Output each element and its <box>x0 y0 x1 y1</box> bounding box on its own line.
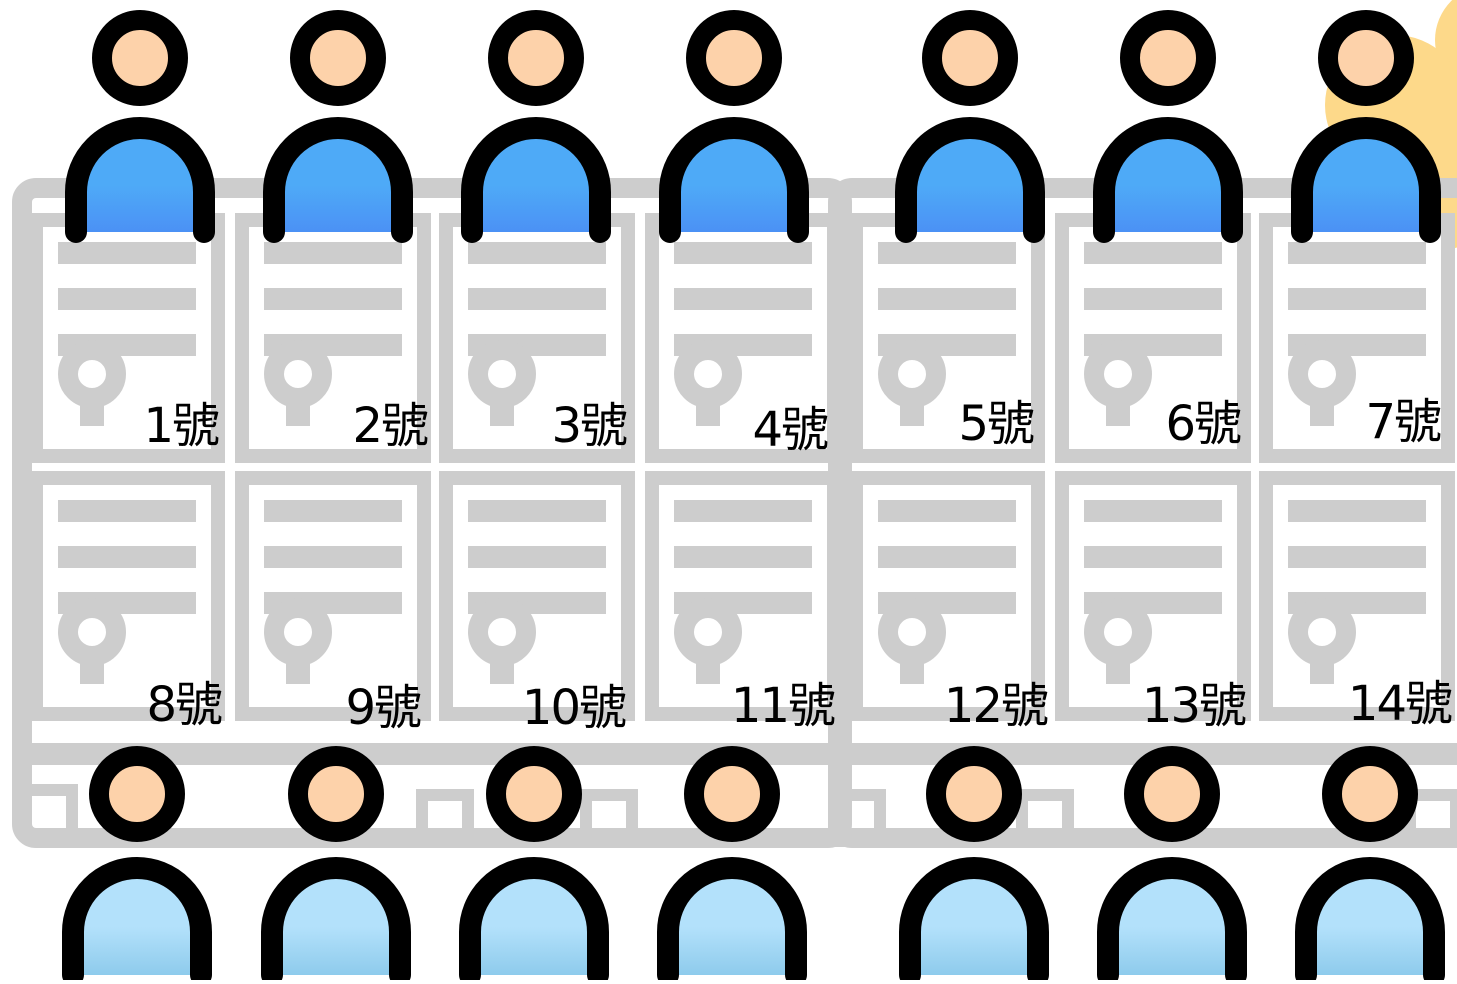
locker-door <box>29 213 225 463</box>
locker-door <box>439 471 635 721</box>
person-icon-bottom-7 <box>1295 746 1445 984</box>
person-icon-bottom-6 <box>1097 746 1247 984</box>
locker-vent-bar <box>674 546 812 568</box>
locker-label-1: 1號 <box>143 398 220 454</box>
locker-label-4: 4號 <box>752 402 829 458</box>
locker-label-14: 14號 <box>1347 676 1453 732</box>
cabinet-foot <box>20 784 78 842</box>
locker-door <box>439 213 635 463</box>
person-icon-bottom-3 <box>459 746 609 984</box>
person-icon-top-6 <box>1093 10 1243 243</box>
cabinet-foot <box>1016 789 1074 847</box>
locker-door <box>1055 213 1251 463</box>
locker-vent-bar <box>468 500 606 522</box>
locker-label-5: 5號 <box>958 396 1035 452</box>
lock-icon <box>878 340 946 426</box>
locker-vent-bar <box>1084 242 1222 264</box>
lock-icon <box>674 340 742 426</box>
locker-vent-bar <box>674 288 812 310</box>
person-icon-top-2 <box>263 10 413 243</box>
locker-label-12: 12號 <box>943 678 1049 734</box>
locker-vent-bar <box>1288 288 1426 310</box>
locker-vent-bar <box>58 288 196 310</box>
person-icon-bottom-1 <box>62 746 212 984</box>
person-icon-top-1 <box>65 10 215 243</box>
locker-label-2: 2號 <box>352 398 429 454</box>
locker-vent-bar <box>1084 500 1222 522</box>
locker-vent-bar <box>674 500 812 522</box>
locker-vent-bar <box>264 242 402 264</box>
locker-label-7: 7號 <box>1365 394 1442 450</box>
person-icon-bottom-4 <box>657 746 807 984</box>
locker-label-3: 3號 <box>551 398 628 454</box>
lock-icon <box>1288 598 1356 684</box>
person-icon-top-7 <box>1291 10 1441 243</box>
locker-label-9: 9號 <box>345 680 422 736</box>
cabinet-foot <box>828 789 886 847</box>
locker-door <box>849 471 1045 721</box>
locker-vent-bar <box>1084 546 1222 568</box>
person-icon-bottom-2 <box>261 746 411 984</box>
lock-icon <box>1084 598 1152 684</box>
locker-door <box>1055 471 1251 721</box>
person-icon-top-4 <box>659 10 809 243</box>
locker-vent-bar <box>468 288 606 310</box>
locker-door <box>29 471 225 721</box>
locker-vent-bar <box>878 288 1016 310</box>
locker-door <box>1259 471 1455 721</box>
locker-vent-bar <box>58 500 196 522</box>
locker-vent-bar <box>1084 288 1222 310</box>
lock-icon <box>58 340 126 426</box>
locker-door <box>645 213 841 463</box>
locker-vent-bar <box>264 500 402 522</box>
locker-door <box>235 471 431 721</box>
lock-icon <box>1084 340 1152 426</box>
person-icon-top-3 <box>461 10 611 243</box>
person-icon-top-5 <box>895 10 1045 243</box>
locker-label-11: 11號 <box>730 678 836 734</box>
locker-label-13: 13號 <box>1141 678 1247 734</box>
locker-vent-bar <box>878 500 1016 522</box>
lock-icon <box>264 598 332 684</box>
locker-vent-bar <box>264 288 402 310</box>
person-icon-bottom-5 <box>899 746 1049 984</box>
locker-vent-bar <box>58 546 196 568</box>
locker-label-10: 10號 <box>521 680 627 736</box>
lock-icon <box>468 340 536 426</box>
locker-vent-bar <box>58 242 196 264</box>
locker-label-8: 8號 <box>146 677 223 733</box>
cabinet-foot <box>416 789 474 847</box>
locker-vent-bar <box>468 242 606 264</box>
locker-vent-bar <box>1288 242 1426 264</box>
locker-vent-bar <box>1288 546 1426 568</box>
lock-icon <box>58 598 126 684</box>
cabinet-foot <box>580 789 638 847</box>
locker-door <box>645 471 841 721</box>
locker-vent-bar <box>264 546 402 568</box>
lock-icon <box>264 340 332 426</box>
locker-vent-bar <box>1288 500 1426 522</box>
locker-vent-bar <box>878 546 1016 568</box>
lock-icon <box>878 598 946 684</box>
lock-icon <box>674 598 742 684</box>
locker-door <box>235 213 431 463</box>
lock-icon <box>468 598 536 684</box>
locker-label-6: 6號 <box>1165 396 1242 452</box>
locker-vent-bar <box>878 242 1016 264</box>
lock-icon <box>1288 340 1356 426</box>
locker-vent-bar <box>674 242 812 264</box>
locker-vent-bar <box>468 546 606 568</box>
